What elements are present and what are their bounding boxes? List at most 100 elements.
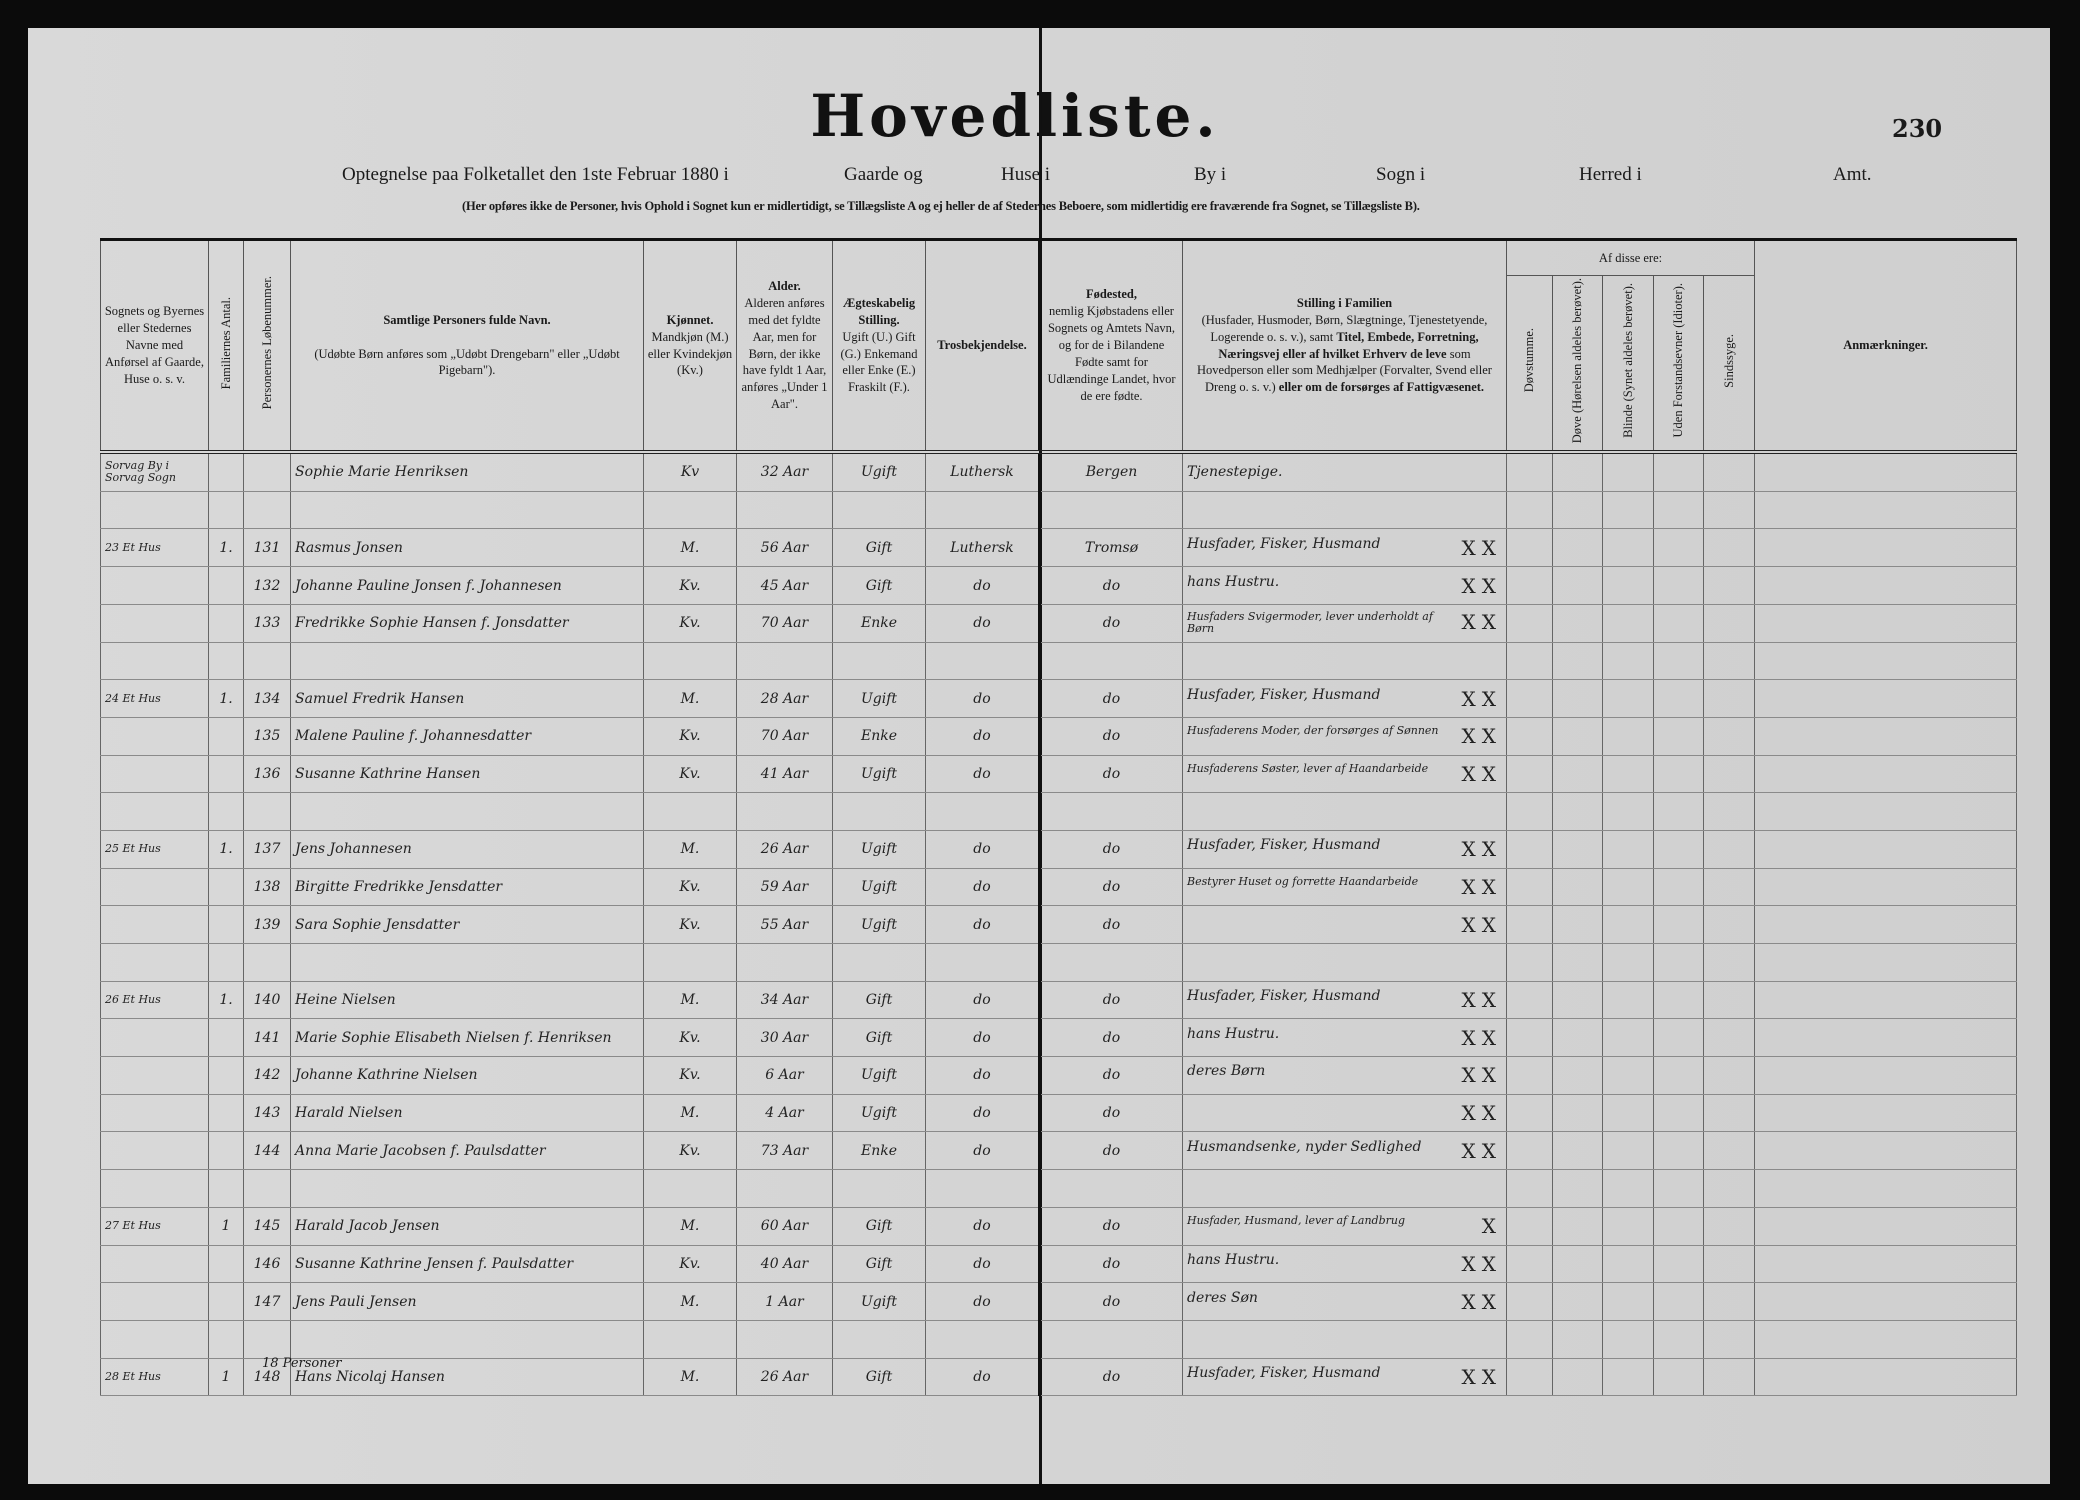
- cell-condition: [1653, 1018, 1704, 1058]
- cell-religion: do: [925, 1245, 1040, 1284]
- header-place: Sognets og Byernes eller Stedernes Navne…: [100, 238, 209, 455]
- cell-marital: Gift: [832, 1358, 926, 1397]
- religion-text: do: [973, 1105, 991, 1122]
- name-text: Malene Pauline f. Johannesdatter: [295, 728, 532, 745]
- cell-sex: Kv.: [643, 755, 737, 794]
- cell-number: [243, 491, 291, 530]
- cell-place: [100, 943, 209, 982]
- cell-condition: [1653, 1245, 1704, 1284]
- cell-number: 142: [243, 1056, 291, 1095]
- position-text: Husfader, Fisker, Husmand: [1187, 988, 1381, 1005]
- cell-position: XX deres Søn: [1182, 1282, 1507, 1321]
- cell-remarks: [1754, 491, 2018, 530]
- number-text: 142: [253, 1067, 281, 1084]
- cell-condition: [1602, 1282, 1654, 1321]
- table-row: 28 Et Hus 1 148 Hans Nicolaj Hansen M. 26 Aar…: [100, 1358, 2018, 1397]
- cell-number: 140: [243, 981, 291, 1020]
- religion-text: do: [973, 879, 991, 895]
- cell-sex: [643, 491, 737, 530]
- header-age: Alder. Alderen anføres med det fyldte Aar…: [736, 238, 833, 455]
- cell-condition: [1506, 792, 1553, 831]
- birthplace-text: do: [1102, 1029, 1121, 1046]
- cell-age: [736, 642, 833, 681]
- cell-sex: Kv.: [643, 604, 737, 643]
- cell-age: 34 Aar: [736, 981, 833, 1020]
- cell-condition: [1653, 642, 1704, 681]
- sex-text: Kv.: [679, 1255, 701, 1272]
- cell-remarks: [1754, 868, 2018, 907]
- cell-condition: [1552, 642, 1603, 681]
- cell-number: [243, 943, 291, 982]
- cell-condition: [1506, 1094, 1553, 1133]
- cell-age: [736, 943, 833, 982]
- families-text: 1.: [219, 841, 233, 858]
- tally-marks: XX: [1461, 1025, 1502, 1050]
- cell-name: Hans Nicolaj Hansen: [290, 1358, 644, 1397]
- table-row: 146 Susanne Kathrine Jensen f. Paulsdatte…: [100, 1245, 2018, 1284]
- table-row: 133 Fredrikke Sophie Hansen f. Jonsdatter…: [100, 604, 2018, 643]
- marital-text: Enke: [860, 1142, 897, 1159]
- sex-text: Kv.: [679, 728, 701, 745]
- cell-birthplace: do: [1038, 566, 1183, 605]
- cell-remarks: [1754, 717, 2018, 756]
- cell-families: [208, 604, 244, 643]
- cell-birthplace: do: [1038, 755, 1183, 794]
- marital-text: Ugift: [860, 765, 898, 782]
- blank-row: [100, 1320, 2018, 1359]
- cell-place: [100, 566, 209, 605]
- total-persons: 18 Personer: [262, 1356, 342, 1371]
- sex-text: M.: [680, 539, 700, 556]
- cell-name: Johanne Kathrine Nielsen: [290, 1056, 644, 1095]
- place-text: 25 Et Hus: [105, 842, 161, 856]
- sex-text: M.: [680, 1218, 700, 1235]
- position-text: Husfader, Fisker, Husmand: [1187, 686, 1381, 703]
- cell-condition: [1653, 981, 1704, 1020]
- cell-position: XX hans Hustru.: [1182, 1245, 1507, 1284]
- cell-sex: [643, 943, 737, 982]
- header-blind: Blinde (Synet aldeles berøvet).: [1602, 275, 1654, 455]
- table-row: 142 Johanne Kathrine Nielsen Kv. 6 Aar Ugift…: [100, 1056, 2018, 1095]
- age-text: 26 Aar: [760, 841, 809, 858]
- cell-condition: [1602, 717, 1654, 756]
- marital-text: Ugift: [860, 1293, 898, 1310]
- religion-text: Luthersk: [950, 539, 1014, 556]
- cell-number: 138: [243, 868, 291, 907]
- families-text: 1: [221, 1218, 231, 1235]
- cell-remarks: [1754, 1207, 2018, 1246]
- cell-number: 133: [243, 604, 291, 643]
- cell-name: Malene Pauline f. Johannesdatter: [290, 717, 644, 756]
- cell-condition: [1653, 1169, 1704, 1208]
- marital-text: Gift: [865, 1029, 893, 1046]
- table-row: 141 Marie Sophie Elisabeth Nielsen f. Hen…: [100, 1018, 2018, 1058]
- number-text: 136: [253, 765, 281, 782]
- cell-condition: [1552, 1131, 1603, 1171]
- cell-number: 139: [243, 905, 291, 945]
- religion-text: do: [973, 1368, 991, 1385]
- religion-text: do: [973, 577, 991, 594]
- cell-number: 134: [243, 679, 291, 718]
- cell-condition: [1602, 604, 1654, 643]
- cell-condition: [1552, 830, 1603, 869]
- cell-condition: [1702, 755, 1756, 794]
- cell-condition: [1653, 830, 1704, 869]
- cell-name: Jens Pauli Jensen: [290, 1282, 644, 1321]
- cell-condition: [1602, 1207, 1654, 1246]
- cell-condition: [1653, 905, 1704, 945]
- cell-marital: Ugift: [832, 1282, 926, 1321]
- cell-marital: [832, 792, 926, 831]
- header-af-disse: Af disse ere:: [1505, 238, 1756, 276]
- sex-text: M.: [680, 690, 700, 707]
- cell-position: XX deres Børn: [1182, 1056, 1507, 1095]
- cell-condition: [1602, 868, 1654, 907]
- cell-number: 143: [243, 1094, 291, 1133]
- cell-remarks: [1754, 1018, 2018, 1058]
- place-text: 23 Et Hus: [105, 540, 161, 554]
- cell-age: 55 Aar: [736, 905, 833, 945]
- cell-age: 59 Aar: [736, 868, 833, 907]
- cell-condition: [1653, 1094, 1704, 1133]
- cell-place: [100, 1056, 209, 1095]
- cell-families: [208, 1282, 244, 1321]
- cell-place: [100, 1245, 209, 1284]
- cell-condition: [1552, 1320, 1603, 1359]
- age-text: 60 Aar: [760, 1218, 809, 1235]
